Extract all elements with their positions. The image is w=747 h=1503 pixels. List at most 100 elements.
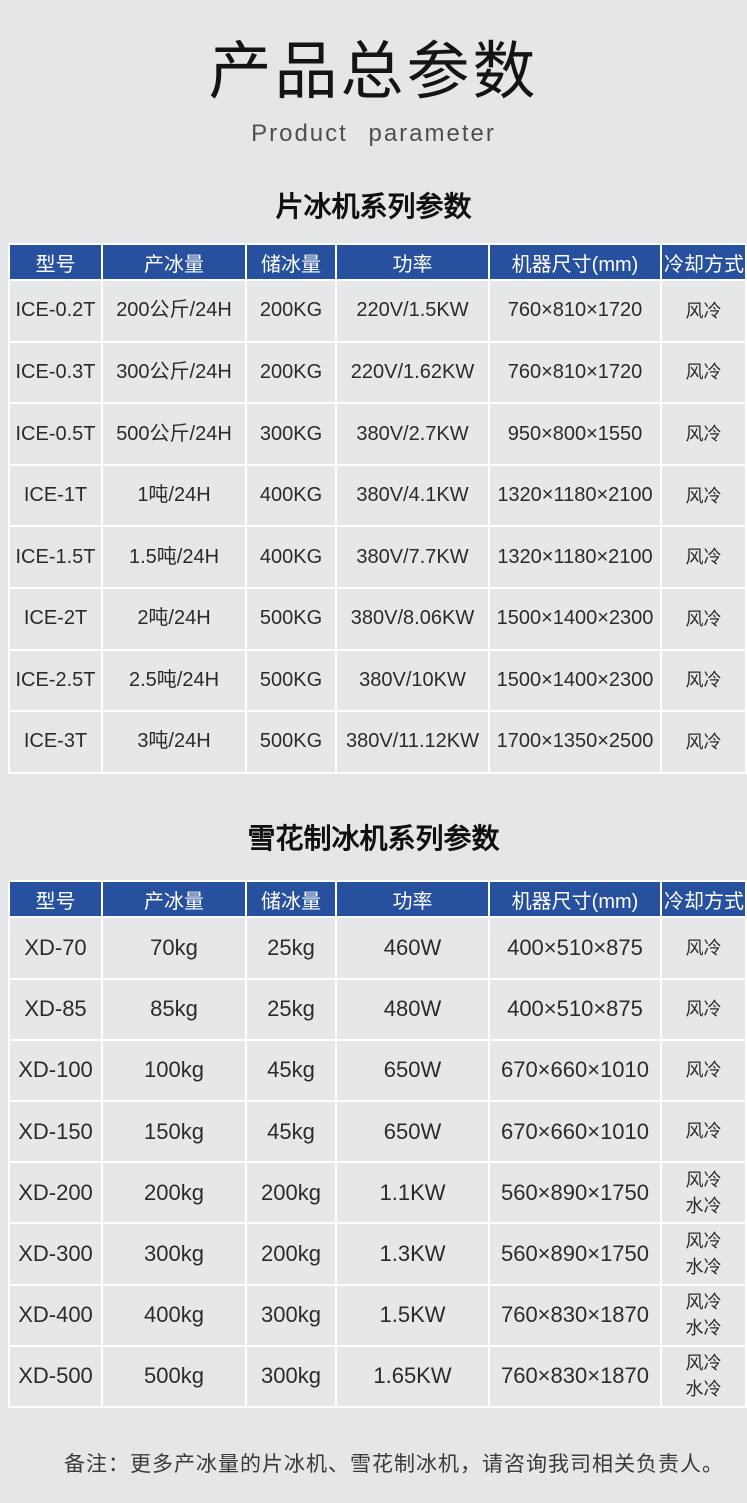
table-cell: 300KG (245, 402, 337, 466)
table-cell: 风冷 (660, 648, 747, 713)
table-row: ICE-1T 1吨/24H 400KG 380V/4.1KW 1320×1180×210… (8, 463, 747, 528)
table-cell: 500KG (245, 587, 337, 651)
table-cell: 500KG (245, 648, 337, 713)
table-cell: 2.5吨/24H (101, 648, 247, 713)
table-cell: 1700×1350×2500 (488, 710, 662, 774)
column-header: 机器尺寸(mm) (488, 243, 662, 282)
table-cell: 300kg (245, 1344, 337, 1408)
table-cell: ICE-1.5T (8, 525, 103, 589)
table-row: ICE-2T 2吨/24H 500KG 380V/8.06KW 1500×1400×23… (8, 587, 747, 651)
table-cell: 200kg (101, 1161, 247, 1225)
table-cell: 风冷 (660, 525, 747, 589)
table-cell: 风冷 水冷 (660, 1283, 747, 1347)
column-header: 冷却方式 (660, 880, 747, 919)
table-row: ICE-1.5T 1.5吨/24H 400KG 380V/7.7KW 1320×1180… (8, 525, 747, 589)
table-cell: 25kg (245, 916, 337, 980)
column-header: 功率 (335, 243, 490, 282)
table-row: ICE-0.2T 200公斤/24H 200KG 220V/1.5KW 760×810×… (8, 279, 747, 343)
table-cell: 500kg (101, 1344, 247, 1408)
table-cell: ICE-0.5T (8, 402, 103, 466)
table-cell: 风冷 (660, 916, 747, 980)
table-cell: 1吨/24H (101, 463, 247, 528)
flake-ice-table: 型号 产冰量 储冰量 功率 机器尺寸(mm) 冷却方式 ICE-0.2T 200公斤/24H… (8, 243, 747, 774)
table-cell: 670×660×1010 (488, 1038, 662, 1102)
table-row: XD-200 200kg 200kg 1.1KW 560×890×1750 风冷 水冷 (8, 1161, 747, 1225)
table-cell: ICE-0.2T (8, 279, 103, 343)
table-cell: 300kg (101, 1222, 247, 1286)
table-cell: 1320×1180×2100 (488, 525, 662, 589)
table-cell: ICE-1T (8, 463, 103, 528)
table-row: XD-100 100kg 45kg 650W 670×660×1010 风冷 (8, 1038, 747, 1102)
table-cell: 1.5KW (335, 1283, 490, 1347)
column-header: 型号 (8, 243, 103, 282)
table-cell: 380V/11.12KW (335, 710, 490, 774)
table-cell: ICE-0.3T (8, 340, 103, 405)
column-header: 机器尺寸(mm) (488, 880, 662, 919)
table-cell: ICE-3T (8, 710, 103, 774)
column-header: 产冰量 (101, 243, 247, 282)
table-cell: 760×810×1720 (488, 340, 662, 405)
table-row: XD-400 400kg 300kg 1.5KW 760×830×1870 风冷 水冷 (8, 1283, 747, 1347)
table-cell: 风冷 (660, 710, 747, 774)
snowflake-ice-table: 型号 产冰量 储冰量 功率 机器尺寸(mm) 冷却方式 XD-70 70kg 25kg 460W… (8, 880, 747, 1408)
table-cell: 380V/10KW (335, 648, 490, 713)
table-cell: 400×510×875 (488, 977, 662, 1041)
table-cell: 1.65KW (335, 1344, 490, 1408)
table-cell: 风冷 (660, 463, 747, 528)
table-cell: 950×800×1550 (488, 402, 662, 466)
table-cell: 风冷 水冷 (660, 1161, 747, 1225)
table-cell: 650W (335, 1099, 490, 1164)
table-row: ICE-0.3T 300公斤/24H 200KG 220V/1.62KW 760×810… (8, 340, 747, 405)
table-cell: 380V/8.06KW (335, 587, 490, 651)
table-cell: 200kg (245, 1222, 337, 1286)
table-cell: 风冷 水冷 (660, 1222, 747, 1286)
table-cell: 100kg (101, 1038, 247, 1102)
table-cell: 760×810×1720 (488, 279, 662, 343)
column-header: 型号 (8, 880, 103, 919)
table-cell: 3吨/24H (101, 710, 247, 774)
table-row: XD-70 70kg 25kg 460W 400×510×875 风冷 (8, 916, 747, 980)
table-cell: 560×890×1750 (488, 1222, 662, 1286)
table-cell: 1.1KW (335, 1161, 490, 1225)
table-cell: 1.5吨/24H (101, 525, 247, 589)
table-cell: 760×830×1870 (488, 1283, 662, 1347)
table-cell: 200公斤/24H (101, 279, 247, 343)
column-header: 功率 (335, 880, 490, 919)
table-cell: 风冷 (660, 279, 747, 343)
table-cell: 400KG (245, 463, 337, 528)
table-row: XD-150 150kg 45kg 650W 670×660×1010 风冷 (8, 1099, 747, 1164)
flake-ice-section-title: 片冰机系列参数 (275, 190, 472, 224)
table-cell: 风冷 (660, 340, 747, 405)
table-row: ICE-3T 3吨/24H 500KG 380V/11.12KW 1700×1350×2… (8, 710, 747, 774)
table-cell: 1500×1400×2300 (488, 587, 662, 651)
table-cell: XD-70 (8, 916, 103, 980)
table-cell: 风冷 (660, 587, 747, 651)
table-cell: 200KG (245, 279, 337, 343)
table-cell: 400×510×875 (488, 916, 662, 980)
table-row: ICE-0.5T 500公斤/24H 300KG 380V/2.7KW 950×800×… (8, 402, 747, 466)
column-header: 冷却方式 (660, 243, 747, 282)
column-header: 产冰量 (101, 880, 247, 919)
table-cell: 1.3KW (335, 1222, 490, 1286)
table-cell: 300kg (245, 1283, 337, 1347)
table-cell: XD-85 (8, 977, 103, 1041)
table-cell: 风冷 (660, 402, 747, 466)
table-cell: 25kg (245, 977, 337, 1041)
page-title: 产品总参数 (208, 37, 539, 107)
footer-note: 备注：更多产冰量的片冰机、雪花制冰机，请咨询我司相关负责人。 (64, 1452, 724, 1476)
table-cell: 650W (335, 1038, 490, 1102)
table-row: ICE-2.5T 2.5吨/24H 500KG 380V/10KW 1500×1400×… (8, 648, 747, 713)
table-cell: 85kg (101, 977, 247, 1041)
table-cell: 380V/4.1KW (335, 463, 490, 528)
table-cell: 70kg (101, 916, 247, 980)
table-cell: 1320×1180×2100 (488, 463, 662, 528)
table-cell: XD-100 (8, 1038, 103, 1102)
page-subtitle: Product parameter (251, 120, 496, 148)
table-cell: 500公斤/24H (101, 402, 247, 466)
table-cell: 300公斤/24H (101, 340, 247, 405)
table-cell: 460W (335, 916, 490, 980)
table-cell: 500KG (245, 710, 337, 774)
table-cell: 风冷 水冷 (660, 1344, 747, 1408)
table-row: XD-85 85kg 25kg 480W 400×510×875 风冷 (8, 977, 747, 1041)
